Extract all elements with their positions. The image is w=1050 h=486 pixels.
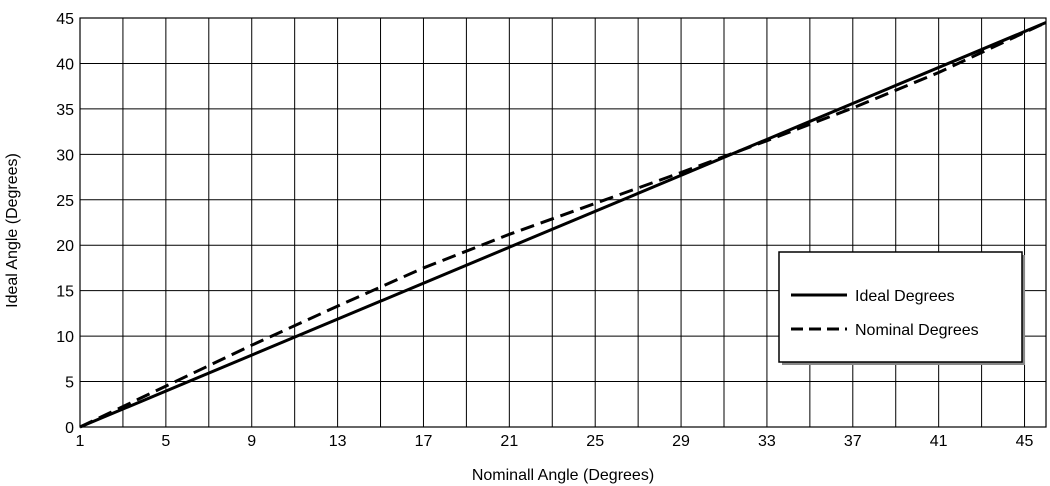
x-tick-label: 13 [329, 433, 347, 450]
x-tick-label: 21 [500, 433, 518, 450]
x-tick-labels: 1 5 9 13 17 21 25 29 33 37 41 45 [76, 433, 1034, 450]
x-tick-label: 33 [758, 433, 776, 450]
legend-box [778, 251, 1023, 363]
series-line-dashed [79, 21, 1047, 429]
y-tick-label: 5 [65, 375, 74, 392]
x-tick-label: 25 [586, 433, 604, 450]
grid-lines [80, 18, 1046, 427]
legend-label: Ideal Degrees [855, 288, 955, 305]
x-axis-label: Nominall Angle (Degrees) [472, 467, 654, 484]
y-tick-label: 25 [56, 193, 74, 210]
legend: Ideal Degrees Nominal Degrees [778, 251, 1025, 365]
plot-frame [79, 17, 1047, 428]
x-tick-label: 1 [76, 433, 85, 450]
y-tick-label: 15 [56, 284, 74, 301]
x-tick-label: 29 [672, 433, 690, 450]
y-tick-label: 45 [56, 11, 74, 28]
series-lines [79, 21, 1047, 429]
x-tick-label: 5 [161, 433, 170, 450]
y-tick-label: 10 [56, 329, 74, 346]
y-axis-label: Ideal Angle (Degrees) [4, 153, 21, 308]
x-tick-label: 17 [415, 433, 433, 450]
y-tick-label: 35 [56, 102, 74, 119]
x-tick-label: 37 [844, 433, 862, 450]
y-tick-label: 40 [56, 56, 74, 73]
legend-label: Nominal Degrees [855, 322, 979, 339]
series-line-solid [79, 21, 1047, 429]
x-tick-label: 9 [247, 433, 256, 450]
y-tick-label: 20 [56, 238, 74, 255]
x-tick-label: 41 [930, 433, 948, 450]
y-tick-labels: 0 5 10 15 20 25 30 35 40 45 [56, 11, 74, 437]
x-tick-label: 45 [1016, 433, 1034, 450]
y-tick-label: 30 [56, 147, 74, 164]
y-tick-label: 0 [65, 420, 74, 437]
